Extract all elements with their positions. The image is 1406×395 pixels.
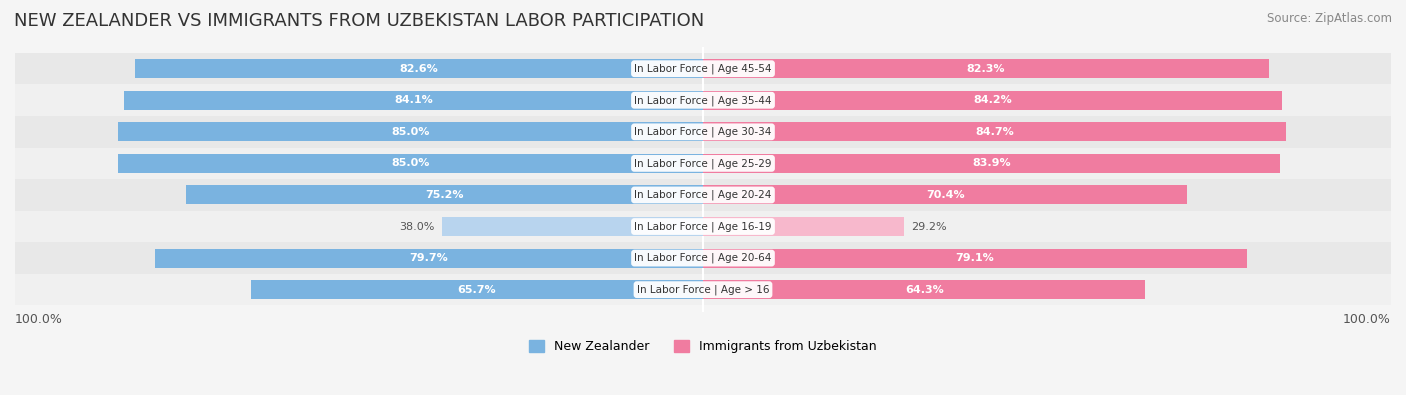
Bar <box>124 91 703 110</box>
Text: 100.0%: 100.0% <box>15 313 63 326</box>
Bar <box>441 217 703 236</box>
Text: 65.7%: 65.7% <box>458 285 496 295</box>
Text: 83.9%: 83.9% <box>973 158 1011 168</box>
Text: 84.1%: 84.1% <box>394 95 433 105</box>
Text: 79.7%: 79.7% <box>409 253 449 263</box>
Text: 100.0%: 100.0% <box>1343 313 1391 326</box>
Text: In Labor Force | Age 45-54: In Labor Force | Age 45-54 <box>634 64 772 74</box>
Text: 85.0%: 85.0% <box>391 127 430 137</box>
Bar <box>15 211 1391 242</box>
Text: 75.2%: 75.2% <box>425 190 464 200</box>
Bar <box>15 242 1391 274</box>
Bar <box>118 122 703 141</box>
Text: 82.6%: 82.6% <box>399 64 439 74</box>
Bar <box>703 59 1270 78</box>
Text: In Labor Force | Age 30-34: In Labor Force | Age 30-34 <box>634 126 772 137</box>
Text: In Labor Force | Age > 16: In Labor Force | Age > 16 <box>637 284 769 295</box>
Text: 64.3%: 64.3% <box>905 285 943 295</box>
Bar <box>252 280 703 299</box>
Bar <box>186 186 703 205</box>
Bar <box>15 274 1391 305</box>
Bar <box>15 148 1391 179</box>
Bar <box>15 116 1391 148</box>
Text: In Labor Force | Age 20-24: In Labor Force | Age 20-24 <box>634 190 772 200</box>
Text: In Labor Force | Age 25-29: In Labor Force | Age 25-29 <box>634 158 772 169</box>
Bar <box>703 217 904 236</box>
Bar <box>703 248 1247 267</box>
Bar <box>703 186 1187 205</box>
Text: 38.0%: 38.0% <box>399 222 434 231</box>
Text: In Labor Force | Age 20-64: In Labor Force | Age 20-64 <box>634 253 772 263</box>
Text: 85.0%: 85.0% <box>391 158 430 168</box>
Text: In Labor Force | Age 16-19: In Labor Force | Age 16-19 <box>634 221 772 232</box>
Text: 70.4%: 70.4% <box>927 190 965 200</box>
Text: Source: ZipAtlas.com: Source: ZipAtlas.com <box>1267 12 1392 25</box>
Bar <box>155 248 703 267</box>
Text: 29.2%: 29.2% <box>911 222 946 231</box>
Bar <box>15 53 1391 85</box>
Text: 84.7%: 84.7% <box>974 127 1014 137</box>
Bar <box>15 179 1391 211</box>
Bar <box>703 91 1282 110</box>
Bar <box>703 280 1146 299</box>
Text: 82.3%: 82.3% <box>967 64 1005 74</box>
Text: In Labor Force | Age 35-44: In Labor Force | Age 35-44 <box>634 95 772 105</box>
Legend: New Zealander, Immigrants from Uzbekistan: New Zealander, Immigrants from Uzbekista… <box>529 340 877 353</box>
Text: NEW ZEALANDER VS IMMIGRANTS FROM UZBEKISTAN LABOR PARTICIPATION: NEW ZEALANDER VS IMMIGRANTS FROM UZBEKIS… <box>14 12 704 30</box>
Bar <box>135 59 703 78</box>
Bar <box>703 122 1285 141</box>
Bar <box>118 154 703 173</box>
Text: 84.2%: 84.2% <box>973 95 1012 105</box>
Bar <box>15 85 1391 116</box>
Bar <box>703 154 1281 173</box>
Text: 79.1%: 79.1% <box>956 253 994 263</box>
